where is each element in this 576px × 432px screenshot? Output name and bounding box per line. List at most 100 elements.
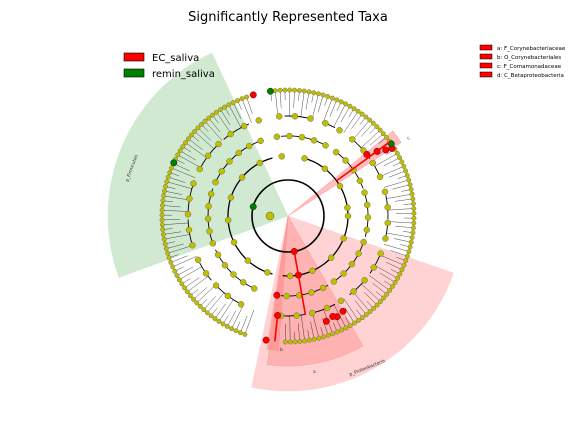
leaf-node xyxy=(186,136,191,142)
leaf-node xyxy=(306,89,312,95)
internal-node xyxy=(244,257,252,264)
internal-node xyxy=(376,173,384,181)
leaf-node xyxy=(292,87,297,93)
leaf-node xyxy=(208,313,214,319)
internal-node xyxy=(207,190,215,198)
leaf-node xyxy=(363,312,369,318)
enriched-node-remin xyxy=(170,159,178,167)
internal-node xyxy=(194,256,202,264)
internal-node xyxy=(221,262,229,269)
internal-node xyxy=(190,180,197,187)
internal-node xyxy=(340,235,347,242)
leaf-branch xyxy=(178,155,201,168)
leaf-branch xyxy=(374,153,397,167)
leaf-node xyxy=(191,296,196,302)
leaf-branch xyxy=(360,123,373,137)
firmicutes-sector xyxy=(107,52,289,278)
leaf-node xyxy=(180,144,186,150)
leaf-branch xyxy=(236,321,241,330)
internal-node xyxy=(227,194,235,201)
leaf-node xyxy=(367,117,373,123)
leaf-branch xyxy=(240,315,248,332)
leaf-branch xyxy=(165,191,183,195)
leaf-branch xyxy=(223,315,229,324)
internal-node xyxy=(370,264,377,271)
leaf-branch xyxy=(233,103,242,119)
leaf-node xyxy=(183,140,188,146)
internal-node xyxy=(330,278,338,285)
leaf-node xyxy=(378,299,383,305)
leaf-node xyxy=(202,118,208,124)
leaf-branch xyxy=(189,139,203,150)
leaf-node xyxy=(177,148,183,154)
internal-node xyxy=(360,238,367,246)
leaf-branch xyxy=(343,298,359,320)
taxa-label-d: d: C_Betaproteobacteria xyxy=(497,73,564,79)
leaf-branch xyxy=(392,162,401,167)
leaf-branch xyxy=(348,109,354,118)
internal-node xyxy=(293,312,300,319)
leaf-node xyxy=(356,318,361,323)
leaf-node xyxy=(390,284,395,289)
leaf-branch xyxy=(188,276,209,292)
leaf-branch xyxy=(379,254,404,266)
leaf-branch xyxy=(336,102,341,111)
leaf-node xyxy=(321,334,326,340)
leaf-node xyxy=(302,338,308,344)
internal-node xyxy=(206,228,213,235)
leaf-node xyxy=(377,127,383,133)
leaf-branch xyxy=(163,210,189,212)
internal-node xyxy=(336,127,343,134)
leaf-node xyxy=(179,281,185,287)
leaf-branch xyxy=(369,127,377,134)
leaf-node xyxy=(411,215,417,221)
leaf-node xyxy=(384,134,389,140)
leaf-node xyxy=(160,227,166,233)
leaf-node xyxy=(403,168,409,174)
leaf-node xyxy=(355,108,361,114)
leaf-node xyxy=(392,279,398,285)
enriched-node-remin xyxy=(267,87,274,95)
leaf-node xyxy=(307,337,312,343)
leaf-node xyxy=(316,335,322,341)
internal-node xyxy=(361,189,368,196)
leaf-branch xyxy=(384,280,392,287)
internal-node xyxy=(238,174,246,181)
leaf-branch xyxy=(352,291,370,312)
internal-node xyxy=(356,177,364,185)
internal-node xyxy=(202,270,210,277)
leaf-branch xyxy=(165,234,190,240)
leaf-node xyxy=(212,316,218,322)
internal-node xyxy=(332,148,340,156)
internal-node xyxy=(257,137,264,145)
leaf-node xyxy=(381,295,387,301)
internal-node xyxy=(298,134,306,141)
internal-node xyxy=(349,136,356,143)
leaf-branch xyxy=(172,168,196,179)
taxa-swatch-a xyxy=(479,44,493,51)
group-legend: EC_saliva remin_saliva xyxy=(123,52,215,80)
leaf-node xyxy=(292,339,298,345)
leaf-branch xyxy=(390,250,407,257)
leaf-branch xyxy=(345,316,350,325)
leaf-branch xyxy=(356,309,362,317)
leaf-node xyxy=(401,262,407,268)
leaf-node xyxy=(162,241,168,247)
leaf-node xyxy=(347,323,353,328)
leaf-branch xyxy=(354,300,366,315)
internal-node xyxy=(226,158,233,165)
leaf-node xyxy=(409,191,415,197)
leaf-node xyxy=(329,95,335,101)
internal-node xyxy=(355,250,362,257)
leaf-branch xyxy=(216,113,232,134)
enriched-node-ec xyxy=(249,91,257,99)
clade-shades xyxy=(107,52,454,392)
leaf-branch xyxy=(164,195,190,201)
taxa-label-c: c: F_Comamonadaceae xyxy=(497,64,562,70)
leaf-node xyxy=(222,104,228,110)
leaf-branch xyxy=(379,166,403,177)
leaf-branch xyxy=(387,221,413,224)
leaf-branch xyxy=(177,266,193,276)
leaf-branch xyxy=(372,282,387,294)
